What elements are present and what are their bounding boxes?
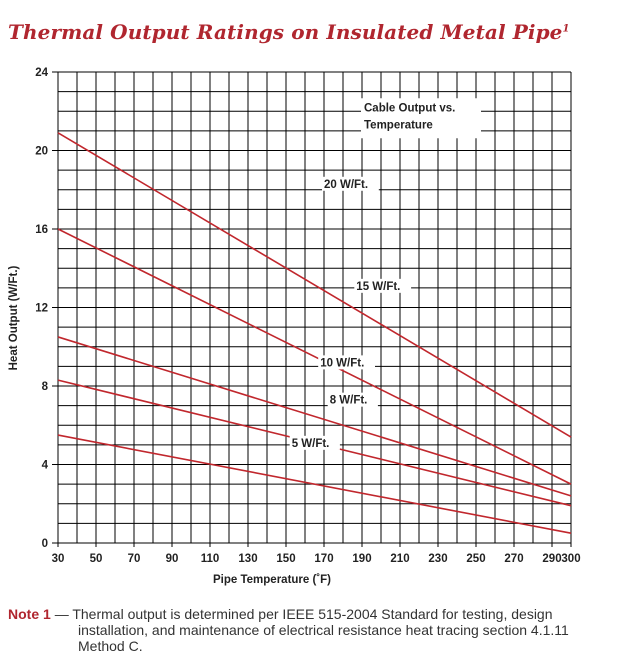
x-tick-label: 150 bbox=[276, 553, 295, 565]
series-label: 10 W/Ft. bbox=[320, 357, 364, 369]
series-label-bg bbox=[289, 435, 340, 450]
y-tick-label: 12 bbox=[35, 303, 48, 315]
footnote-label: Note 1 bbox=[8, 606, 51, 622]
series-label-bg bbox=[318, 355, 375, 370]
footnote-line-3: Method C. bbox=[78, 638, 143, 654]
y-tick-label: 16 bbox=[35, 224, 48, 236]
x-tick-label: 90 bbox=[166, 553, 179, 565]
footnote-line-2: installation, and maintenance of electri… bbox=[78, 622, 569, 638]
series-label-bg bbox=[322, 176, 379, 191]
x-tick-label: 50 bbox=[90, 553, 103, 565]
footnote-line-1: Thermal output is determined per IEEE 51… bbox=[72, 606, 553, 622]
series-line bbox=[57, 228, 572, 485]
x-tick-label: 230 bbox=[428, 553, 447, 565]
title-footnote-marker: 1 bbox=[562, 23, 570, 35]
annotation-line: Temperature bbox=[364, 119, 433, 131]
y-tick-label: 20 bbox=[35, 146, 48, 158]
chart-annotation: Cable Output vs. Temperature bbox=[361, 98, 481, 139]
series-label: 15 W/Ft. bbox=[356, 281, 400, 293]
series-line bbox=[57, 434, 572, 534]
footnote: Note 1 — Thermal output is determined pe… bbox=[8, 606, 636, 654]
thermal-output-chart: 0 4 8 12 16 20 24 30 50 70 90 110 130 150 170 190 210 230… bbox=[8, 67, 581, 586]
x-tick-label: 270 bbox=[504, 553, 523, 565]
chart-ticks: 0 4 8 12 16 20 24 30 50 70 90 110 130 150 170 190 210 230… bbox=[35, 67, 580, 565]
y-axis-label: Heat Output (W/Ft.) bbox=[8, 265, 20, 370]
series-line bbox=[57, 132, 572, 438]
x-tick-label: 130 bbox=[238, 553, 257, 565]
x-tick-label: 30 bbox=[52, 553, 65, 565]
x-tick-label: 210 bbox=[390, 553, 409, 565]
chart-title: Thermal Output Ratings on Insulated Meta… bbox=[8, 20, 570, 44]
x-tick-label: 110 bbox=[201, 553, 220, 565]
x-tick-label: 300 bbox=[561, 553, 580, 565]
x-tick-label: 190 bbox=[352, 553, 371, 565]
series-line bbox=[57, 336, 572, 497]
chart-title-text: Thermal Output Ratings on Insulated Meta… bbox=[8, 20, 563, 44]
y-tick-label: 8 bbox=[42, 381, 49, 393]
chart-series bbox=[57, 132, 572, 534]
y-tick-label: 4 bbox=[42, 460, 49, 472]
x-tick-label: 250 bbox=[466, 553, 485, 565]
series-label: 20 W/Ft. bbox=[324, 179, 368, 191]
series-label-bg bbox=[327, 392, 378, 407]
annotation-bg bbox=[361, 98, 481, 139]
series-label: 8 W/Ft. bbox=[330, 395, 368, 407]
x-tick-label: 170 bbox=[314, 553, 333, 565]
x-axis-label: Pipe Temperature (˚F) bbox=[213, 574, 331, 586]
x-tick-label: 290 bbox=[542, 553, 561, 565]
chart-grid bbox=[57, 71, 572, 544]
y-tick-label: 0 bbox=[42, 538, 48, 550]
x-tick-label: 70 bbox=[128, 553, 141, 565]
footnote-dash: — bbox=[54, 606, 69, 622]
annotation-line: Cable Output vs. bbox=[364, 102, 455, 114]
series-label-bg bbox=[354, 278, 412, 293]
series-label: 5 W/Ft. bbox=[292, 438, 330, 450]
chart-series-labels: 20 W/Ft. 15 W/Ft. 10 W/Ft. 8 W/Ft. 5 W/Ft. bbox=[289, 176, 412, 450]
y-tick-label: 24 bbox=[35, 67, 48, 79]
